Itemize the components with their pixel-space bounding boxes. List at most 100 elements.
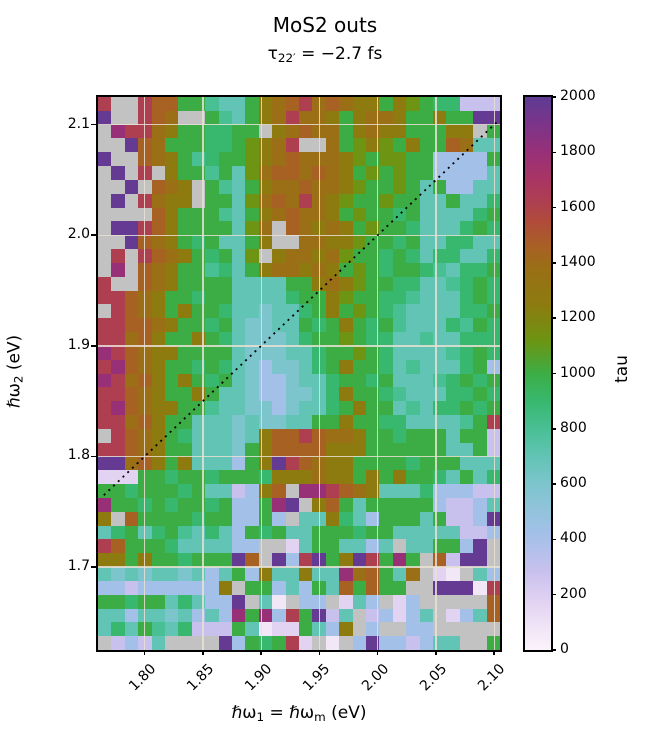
heatmap-cell <box>299 553 313 568</box>
heatmap-cell <box>446 567 461 582</box>
heatmap-cell <box>459 608 474 623</box>
heatmap-cell <box>486 553 500 568</box>
heatmap-cell <box>446 97 461 112</box>
y-tick-mark <box>91 123 96 126</box>
heatmap-cell <box>232 207 246 223</box>
heatmap-cell <box>392 456 407 471</box>
heatmap-cell <box>124 622 139 637</box>
heatmap-cell <box>473 567 488 582</box>
heatmap-cell <box>232 345 246 361</box>
heatmap-cell <box>205 359 220 375</box>
heatmap-cell <box>98 359 112 375</box>
heatmap-cell <box>218 428 233 444</box>
heatmap-cell <box>285 580 300 596</box>
colorbar-tick-label: 2000 <box>560 88 596 104</box>
heatmap-cell <box>285 539 300 554</box>
heatmap-cell <box>258 553 273 568</box>
heatmap-cell <box>299 428 313 444</box>
horizontal-gridline <box>98 566 500 568</box>
y-label-hbar-omega: ℏω <box>4 383 25 409</box>
y-tick-mark <box>91 345 96 347</box>
heatmap-cell <box>111 511 126 527</box>
heatmap-cell <box>379 97 394 112</box>
heatmap-cell <box>339 318 354 333</box>
heatmap-cell <box>218 414 233 430</box>
colorbar-tick-label: 1000 <box>560 364 596 381</box>
colorbar-gradient <box>525 97 551 650</box>
heatmap-cell <box>178 401 193 416</box>
heatmap-cell <box>205 553 220 568</box>
plot-area <box>96 95 502 652</box>
heatmap-cell <box>406 318 421 333</box>
heatmap-cell <box>392 414 407 430</box>
heatmap-cell <box>232 580 246 596</box>
heatmap-cell <box>245 539 260 554</box>
heatmap-cell <box>111 276 126 292</box>
heatmap-cell <box>151 539 166 554</box>
heatmap-cell <box>352 636 367 650</box>
heatmap-cell <box>339 580 354 596</box>
heatmap-cell <box>459 428 474 444</box>
heatmap-cell <box>459 276 474 292</box>
heatmap-cell <box>218 456 233 471</box>
heatmap-cell <box>98 580 112 596</box>
heatmap-cell <box>205 594 220 610</box>
subtitle-value: = −2.7 fs <box>295 44 383 64</box>
heatmap-cell <box>459 179 474 195</box>
heatmap-cell <box>446 373 461 388</box>
heatmap-cell <box>473 580 488 596</box>
heatmap-cell <box>352 622 367 637</box>
heatmap-cell <box>258 525 273 540</box>
heatmap-cell <box>165 110 179 126</box>
heatmap-cell <box>446 636 461 650</box>
heatmap-cell <box>272 456 287 471</box>
heatmap-cell <box>205 249 220 264</box>
heatmap-cell <box>406 359 421 375</box>
heatmap-cell <box>339 414 354 430</box>
heatmap-cell <box>392 262 407 278</box>
heatmap-cell <box>459 262 474 278</box>
heatmap-cell <box>285 110 300 126</box>
heatmap-cell <box>111 387 126 402</box>
heatmap-cell <box>339 539 354 554</box>
heatmap-cell <box>178 138 193 153</box>
heatmap-cell <box>299 179 313 195</box>
heatmap-cell <box>178 428 193 444</box>
heatmap-cell <box>486 511 500 527</box>
heatmap-cell <box>165 345 179 361</box>
heatmap-cell <box>98 622 112 637</box>
heatmap-cell <box>299 525 313 540</box>
heatmap-cell <box>299 262 313 278</box>
heatmap-cell <box>218 179 233 195</box>
heatmap-cell <box>191 567 206 582</box>
heatmap-cell <box>366 553 380 568</box>
heatmap-cell <box>272 152 287 167</box>
heatmap-cell <box>285 179 300 195</box>
heatmap-cell <box>459 567 474 582</box>
heatmap-cell <box>232 567 246 582</box>
heatmap-cell <box>272 359 287 375</box>
y-axis-label: ℏω2 (eV) <box>5 316 26 426</box>
heatmap-cell <box>232 414 246 430</box>
heatmap-cell <box>165 428 179 444</box>
heatmap-cell <box>165 318 179 333</box>
heatmap-cell <box>352 97 367 112</box>
heatmap-cell <box>232 622 246 637</box>
heatmap-cell <box>299 567 313 582</box>
heatmap-cell <box>218 497 233 513</box>
heatmap-cell <box>352 553 367 568</box>
heatmap-cell <box>446 235 461 250</box>
heatmap-cell <box>406 387 421 402</box>
heatmap-cell <box>272 414 287 430</box>
heatmap-cell <box>459 193 474 209</box>
heatmap-cell <box>98 276 112 292</box>
heatmap-cell <box>446 484 461 499</box>
heatmap-cell <box>245 235 260 250</box>
heatmap-cell <box>392 373 407 388</box>
heatmap-cell <box>486 594 500 610</box>
heatmap-cell <box>299 318 313 333</box>
heatmap-cell <box>392 636 407 650</box>
heatmap-cell <box>352 373 367 388</box>
heatmap-cell <box>124 525 139 540</box>
colorbar-tick-mark <box>551 593 556 596</box>
